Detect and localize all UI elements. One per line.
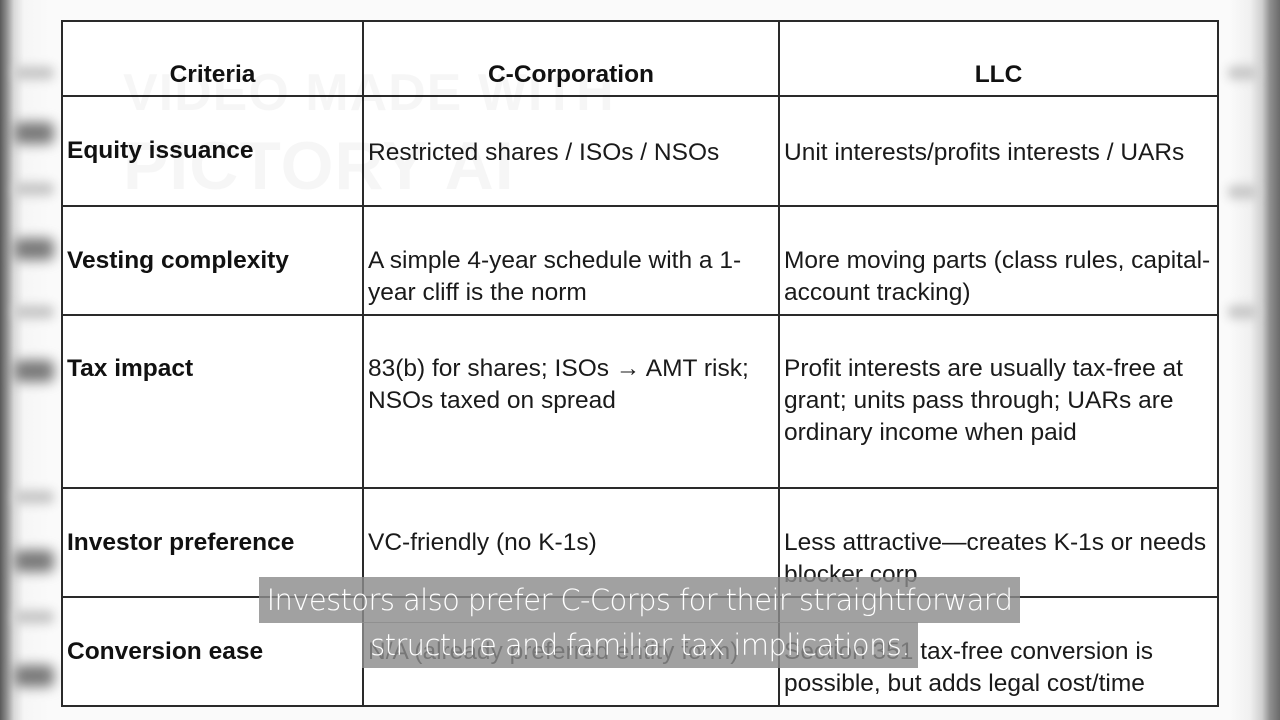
llc-cell: Unit interests/profits interests / UARs	[778, 95, 1219, 207]
ccorp-cell: A simple 4-year schedule with a 1-year c…	[362, 205, 780, 316]
background-blur-line	[14, 66, 54, 80]
comparison-table-container: Criteria C-Corporation LLC Equity issuan…	[61, 20, 1219, 707]
header-criteria: Criteria	[61, 20, 364, 97]
llc-cell: Profit interests are usually tax-free at…	[778, 314, 1219, 489]
ccorp-cell: Restricted shares / ISOs / NSOs	[362, 95, 780, 207]
background-blur-line	[14, 305, 54, 319]
ccorp-cell: N/A (already preferred entity form)	[362, 596, 780, 707]
background-blur-line	[1228, 66, 1258, 80]
criteria-cell: Investor preference	[61, 487, 364, 598]
background-blur-text	[14, 238, 54, 260]
table-row: Tax impact 83(b) for shares; ISOs → AMT …	[61, 314, 1219, 489]
llc-cell: Section 351 tax-free conversion is possi…	[778, 596, 1219, 707]
criteria-cell: Conversion ease	[61, 596, 364, 707]
criteria-cell: Equity issuance	[61, 95, 364, 207]
background-blur-line	[14, 490, 54, 504]
table-row: Conversion ease N/A (already preferred e…	[61, 596, 1219, 707]
comparison-table: Criteria C-Corporation LLC Equity issuan…	[61, 20, 1219, 707]
criteria-cell: Tax impact	[61, 314, 364, 489]
llc-cell: More moving parts (class rules, capital-…	[778, 205, 1219, 316]
ccorp-cell: 83(b) for shares; ISOs → AMT risk; NSOs …	[362, 314, 780, 489]
background-blur-line	[1228, 305, 1258, 319]
table-row: Equity issuance Restricted shares / ISOs…	[61, 95, 1219, 207]
background-blur-line	[14, 182, 54, 196]
background-blur-text	[14, 360, 54, 382]
background-blur-line	[14, 610, 54, 624]
llc-cell: Less attractive—creates K-1s or needs bl…	[778, 487, 1219, 598]
header-llc: LLC	[778, 20, 1219, 97]
header-c-corporation: C-Corporation	[362, 20, 780, 97]
ccorp-cell: VC-friendly (no K-1s)	[362, 487, 780, 598]
background-blur-text	[14, 122, 54, 144]
background-blur-line	[1228, 185, 1258, 199]
background-blur-text	[14, 665, 54, 687]
criteria-cell: Vesting complexity	[61, 205, 364, 316]
table-row: Vesting complexity A simple 4-year sched…	[61, 205, 1219, 316]
background-blur-text	[14, 550, 54, 572]
table-row: Investor preference VC-friendly (no K-1s…	[61, 487, 1219, 598]
table-header-row: Criteria C-Corporation LLC	[61, 20, 1219, 97]
